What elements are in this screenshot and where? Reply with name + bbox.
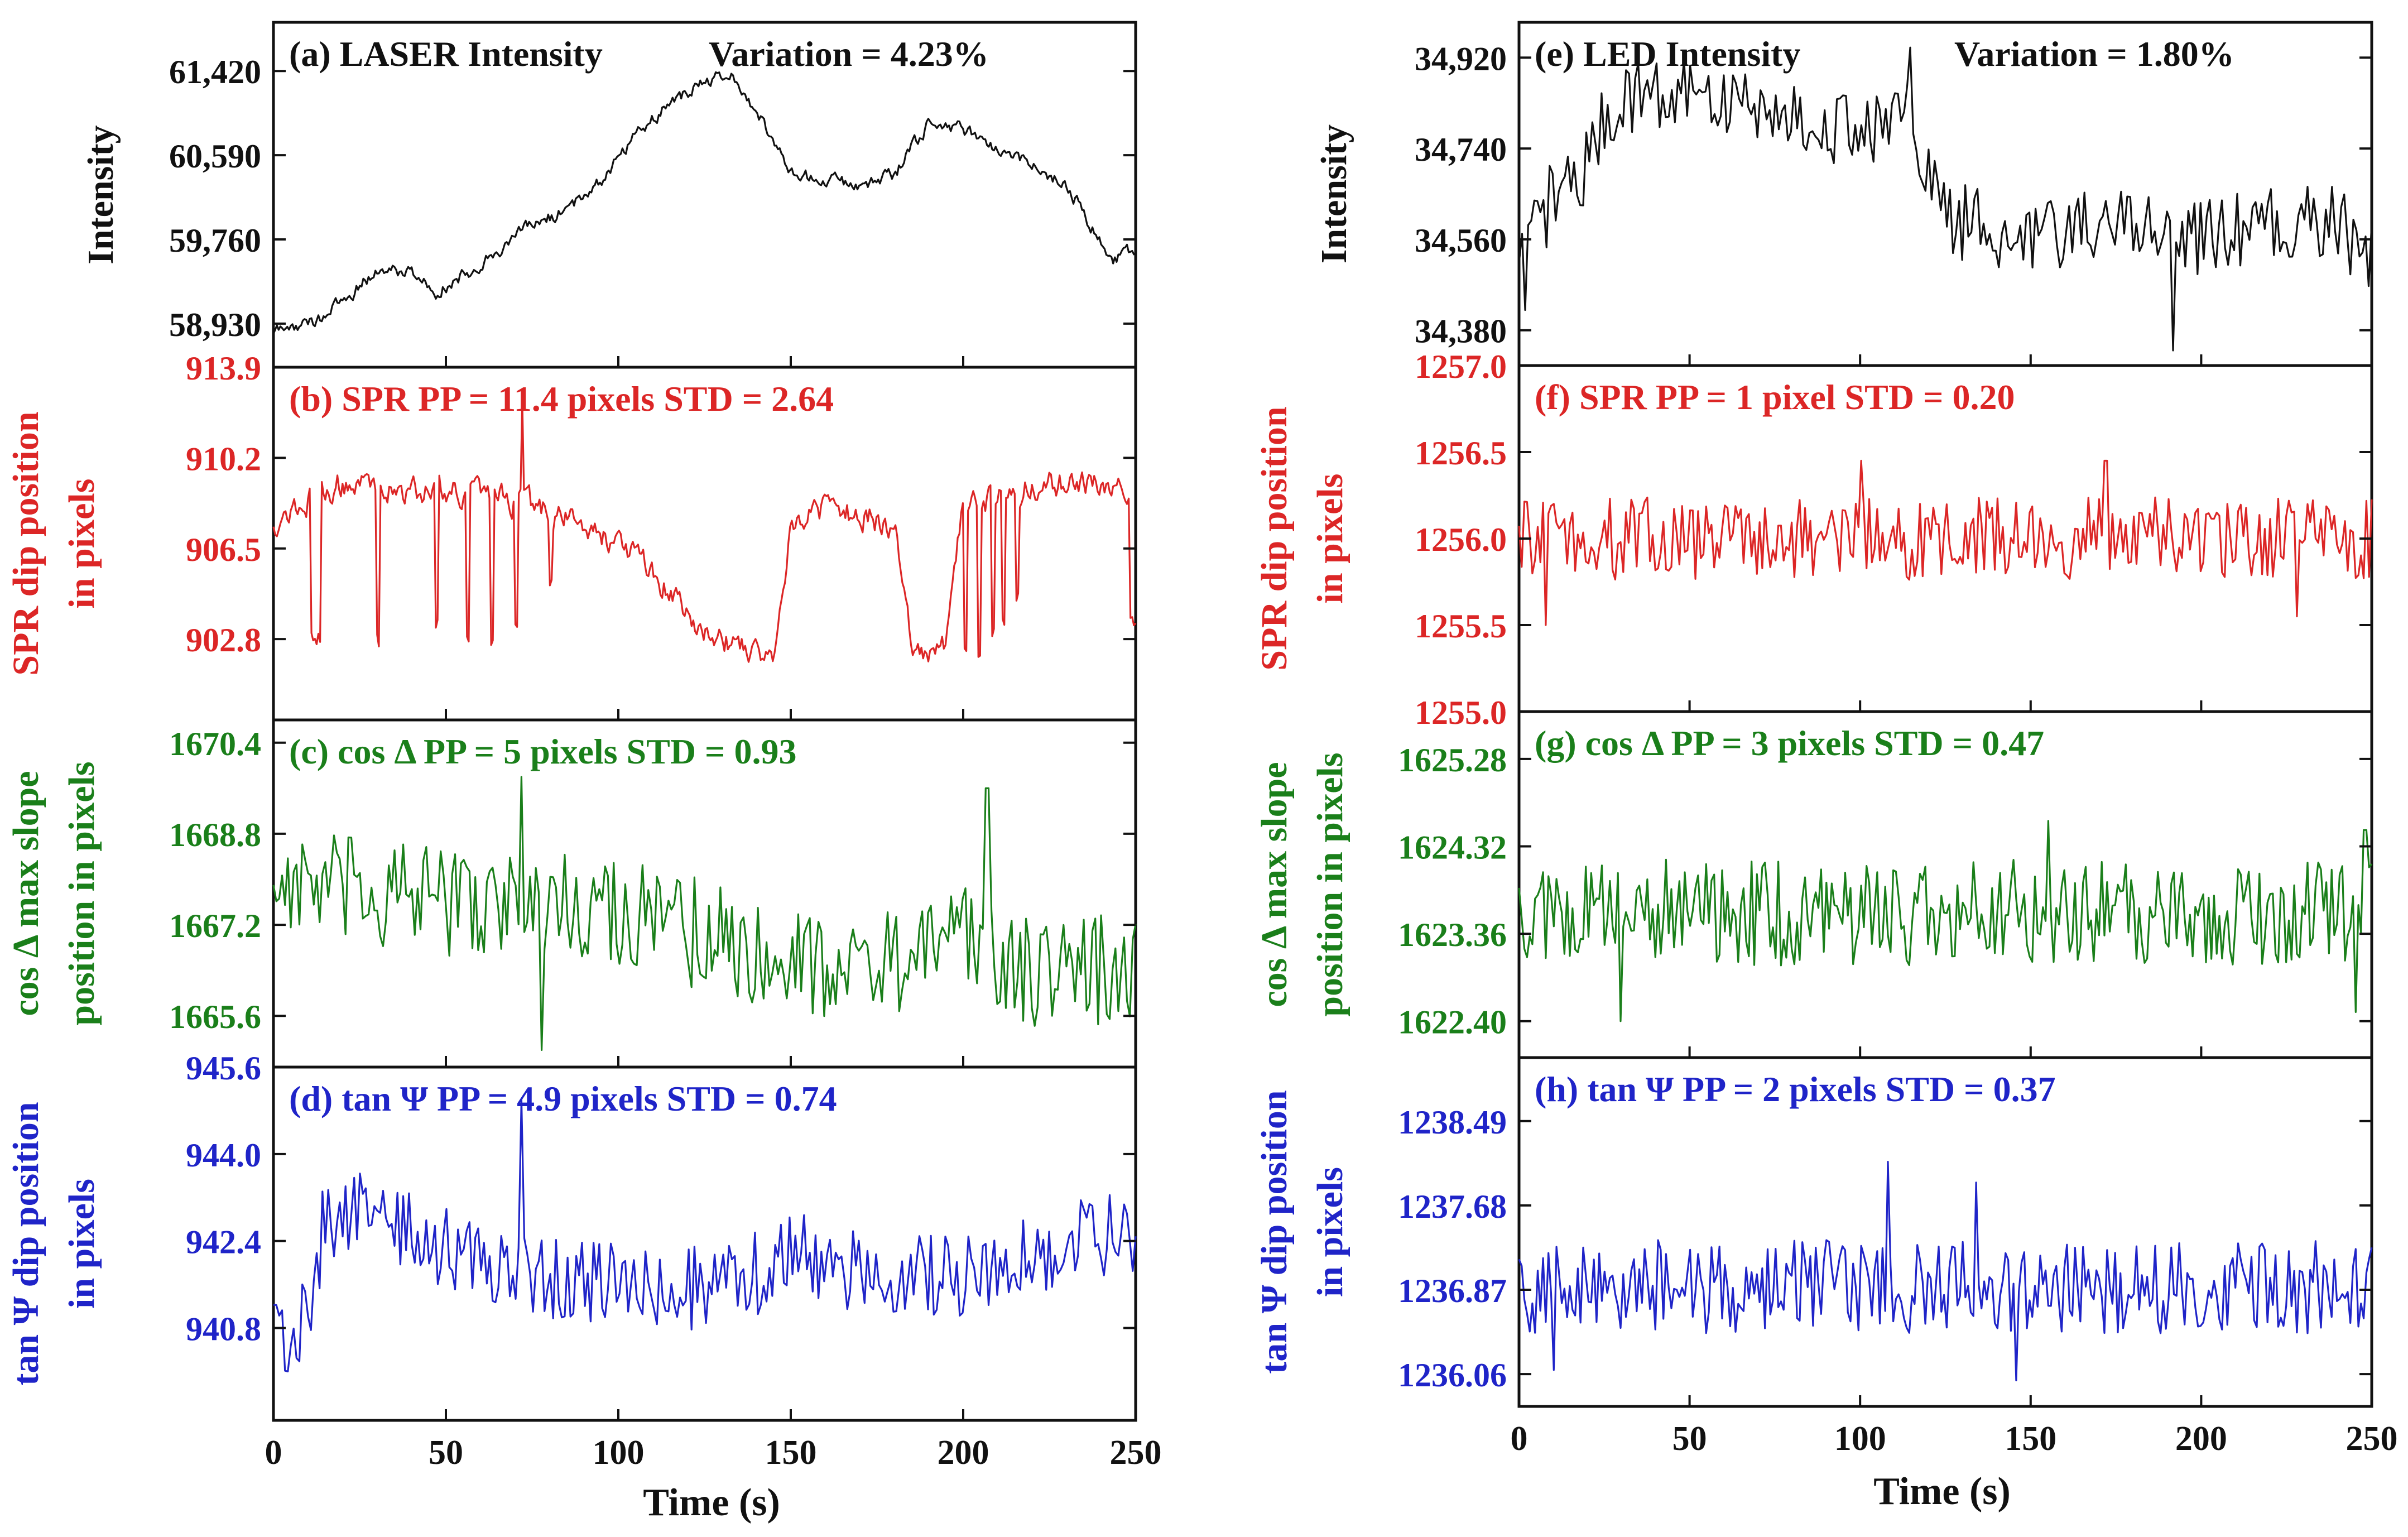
y-tick-label-d-3: 945.6 [186,1050,261,1087]
x-tick-label-h-2: 100 [1834,1420,1886,1458]
x-tick-label-d-2: 100 [593,1434,645,1472]
panel-title-f: (f) SPR PP = 1 pixel STD = 0.20 [1535,377,2015,417]
plot-frame-h [1517,1056,2373,1408]
y-axis-label-a: Intensity [80,125,121,264]
plot-frame-a [272,21,1137,369]
x-tick-label-d-1: 50 [429,1434,463,1472]
y-tick-label-e-2: 34,740 [1415,131,1507,168]
panel-c: 1665.6 1667.2 1668.8 1670.4 (c) cos Δ PP = 5… [6,718,1137,1069]
x-tick-label-d-5: 250 [1110,1434,1162,1472]
y-tick-label-g-3: 1625.28 [1398,742,1507,779]
y-tick-label-a-1: 59,760 [169,222,261,259]
panel-g: 1622.40 1623.36 1624.32 1625.28 (g) cos Δ PP… [1254,710,2373,1059]
panel-annotation-a: Variation = 4.23% [709,34,989,74]
plot-frame-d [272,1065,1137,1422]
series-line-g [1518,820,2373,1022]
panel-a: 58,930 59,760 60,590 61,420 (a) LASER Intens… [80,21,1137,369]
y-tick-label-b-0: 902.8 [186,622,261,659]
y-axis-label-c: cos Δ max slope position in pixels [6,761,102,1025]
panel-title-d: (d) tan Ψ PP = 4.9 pixels STD = 0.74 [289,1079,837,1118]
y-tick-label-d-2: 944.0 [186,1137,261,1174]
x-tick-label-h-5: 250 [2346,1420,2398,1458]
series-line-d [273,1098,1137,1372]
y-tick-label-h-3: 1238.49 [1398,1104,1507,1141]
y-tick-label-a-2: 60,590 [169,138,261,175]
right-x-axis-label: Time (s) [1873,1470,2011,1513]
x-tick-label-h-4: 200 [2175,1420,2227,1458]
y-tick-label-a-0: 58,930 [169,306,261,343]
x-tick-label-h-3: 150 [2005,1420,2056,1458]
x-tick-label-d-3: 150 [765,1434,817,1472]
x-tick-label-h-0: 0 [1511,1420,1528,1458]
y-tick-label-c-3: 1670.4 [169,726,261,762]
y-tick-label-b-1: 906.5 [186,531,261,568]
x-tick-label-d-4: 200 [938,1434,989,1472]
y-tick-label-g-1: 1623.36 [1398,916,1507,953]
y-tick-label-f-3: 1256.5 [1415,435,1507,472]
panel-title-h: (h) tan Ψ PP = 2 pixels STD = 0.37 [1535,1069,2056,1109]
series-line-e [1518,46,2373,352]
panel-title-e: (e) LED Intensity [1535,34,1800,74]
panel-title-b: (b) SPR PP = 11.4 pixels STD = 2.64 [289,379,834,419]
series-line-a [272,71,1136,334]
panel-d: 940.8 942.4 944.0 945.6 0 50 100 150 200 250 (d) t… [6,1050,1162,1472]
y-tick-label-g-0: 1622.40 [1398,1004,1507,1041]
y-tick-label-c-0: 1665.6 [169,998,261,1035]
panel-title-a: (a) LASER Intensity [289,34,603,74]
y-tick-label-a-3: 61,420 [169,54,261,90]
panel-f: 1255.0 1255.5 1256.0 1256.5 1257.0 (f) SPR PP… [1254,348,2373,731]
y-tick-label-f-4: 1257.0 [1415,348,1507,385]
panel-title-c: (c) cos Δ PP = 5 pixels STD = 0.93 [289,732,797,771]
panel-title-g: (g) cos Δ PP = 3 pixels STD = 0.47 [1535,723,2044,763]
series-line-b [272,400,1137,663]
y-axis-label-d: tan Ψ dip position in pixels [6,1102,102,1385]
y-axis-label-f: SPR dip position in pixels [1254,406,1350,670]
y-axis-label-e: Intensity [1314,124,1354,263]
y-tick-label-e-0: 34,380 [1415,313,1507,350]
y-tick-label-h-2: 1237.68 [1398,1188,1507,1225]
y-axis-label-g: cos Δ max slope position in pixels [1254,752,1350,1016]
y-axis-label-h: tan Ψ dip position in pixels [1254,1090,1350,1373]
y-tick-label-h-1: 1236.87 [1398,1272,1507,1309]
y-tick-label-e-1: 34,560 [1415,222,1507,259]
y-tick-label-f-1: 1255.5 [1415,608,1507,645]
y-tick-label-d-0: 940.8 [186,1310,261,1347]
y-tick-label-c-1: 1667.2 [169,907,261,944]
plot-frame-c [272,718,1137,1069]
series-line-h [1518,1161,2373,1381]
y-tick-label-b-2: 910.2 [186,440,261,477]
y-tick-label-h-0: 1236.06 [1398,1357,1507,1394]
panel-h: 1236.06 1236.87 1237.68 1238.49 0 50 100 150 200… [1254,1056,2398,1458]
y-tick-label-f-0: 1255.0 [1415,694,1507,731]
panel-e: 34,380 34,560 34,740 34,920 (e) LED Intensit… [1314,21,2373,367]
y-tick-label-c-2: 1668.8 [169,816,261,853]
y-tick-label-e-3: 34,920 [1415,40,1507,77]
y-tick-label-f-2: 1256.0 [1415,521,1507,558]
panel-b: 902.8 906.5 910.2 913.9 (b) SPR PP = 11.4 pi… [6,350,1137,722]
y-tick-label-b-3: 913.9 [186,350,261,387]
x-tick-label-d-0: 0 [265,1434,282,1472]
series-line-f [1518,459,2373,626]
plot-frame-f [1517,364,2373,713]
x-tick-label-h-1: 50 [1672,1420,1707,1458]
left-x-axis-label: Time (s) [643,1481,780,1524]
series-line-c [272,776,1137,1051]
y-tick-label-d-1: 942.4 [186,1224,261,1261]
y-tick-label-g-2: 1624.32 [1398,829,1507,866]
panel-annotation-e: Variation = 1.80% [1954,34,2234,74]
y-axis-label-b: SPR dip position in pixels [6,411,102,675]
